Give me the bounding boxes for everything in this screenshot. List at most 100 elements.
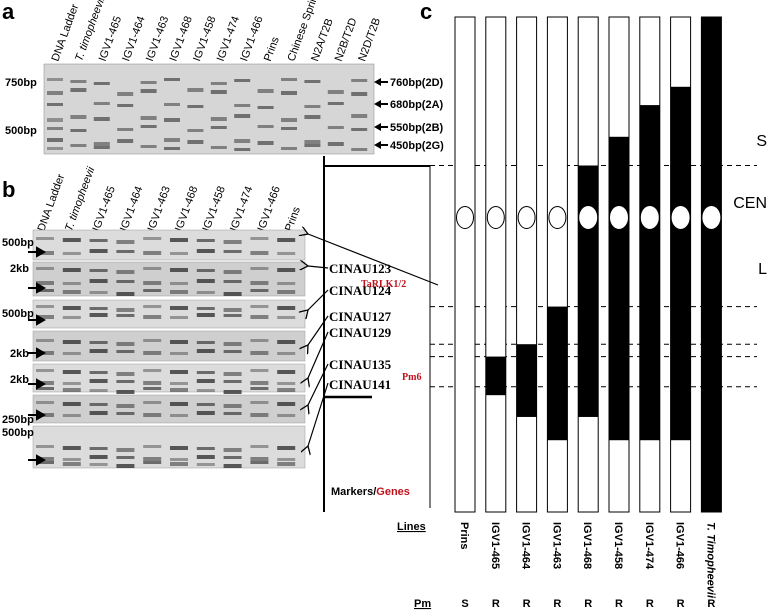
line-label-igv1-464: IGV1-464 (520, 522, 532, 570)
gel-b-band (143, 401, 162, 404)
gel-b-band (116, 250, 135, 253)
pm-value-igv1-474: R (646, 598, 654, 610)
gel-b-band (143, 351, 162, 355)
gel-b-band (250, 457, 269, 461)
gel-b-band (116, 404, 135, 408)
gel-b-band (277, 238, 296, 242)
gel-a-band (327, 142, 344, 146)
centromere-igv1-474 (640, 205, 659, 229)
lane-label-b-igv1-474: IGV1-474 (228, 185, 255, 233)
gel-b-band (277, 290, 296, 294)
gel-b-band (89, 313, 108, 317)
panel-letter-c: c (420, 0, 432, 24)
pm-value-igv1-465: R (492, 598, 500, 610)
size-marker-b-2kb-3: 2kb (10, 374, 29, 386)
gel-b-band (223, 412, 242, 415)
gel-a-band (351, 92, 368, 96)
gel-b-band (143, 251, 162, 255)
gel-b-band (223, 464, 242, 468)
line-label-igv1-465: IGV1-465 (489, 522, 501, 569)
gel-b-strip (32, 299, 306, 329)
gel-b-band (116, 314, 135, 317)
gel-b-band (116, 380, 135, 383)
gel-b-band (277, 306, 296, 310)
introgression-segment-igv1-464 (516, 344, 537, 417)
gel-b-band (170, 252, 188, 255)
gel-a-band (117, 92, 134, 96)
gel-b-band (196, 389, 215, 392)
gel-a-band (140, 116, 157, 120)
gel-b-band (62, 458, 81, 461)
gel-b-band (116, 342, 135, 346)
gel-b-band (143, 457, 162, 461)
lane-label-b-igv1-468: IGV1-468 (173, 185, 200, 233)
panel-letter-b: b (2, 177, 15, 202)
panel-letter-a: a (2, 0, 15, 24)
gel-b-band (62, 282, 81, 285)
gel-b-band (36, 289, 54, 292)
gel-b-band (223, 314, 242, 317)
gel-b-band (116, 280, 135, 283)
gene-tarlk1-2: TaRLK1/2 (361, 279, 406, 290)
gel-b-band (62, 402, 81, 406)
gel-a-band (210, 90, 227, 94)
gel-a-band (304, 115, 321, 119)
gel-b-band (170, 388, 188, 392)
line-label-igv1-466: IGV1-466 (674, 522, 686, 569)
gel-a-band (187, 88, 204, 92)
gel-a-band (351, 114, 368, 118)
lane-label-a-igv1-463: IGV1-463 (144, 15, 171, 63)
band-arrow-b (28, 409, 47, 421)
centromere-igv1-468 (579, 205, 598, 229)
gel-a-band (164, 103, 180, 106)
gel-b-band (250, 387, 269, 390)
chromosome-igv1-464 (516, 16, 538, 513)
gel-b-band (277, 352, 296, 355)
gel-b-band (250, 339, 269, 342)
gel-b-band (196, 455, 215, 459)
gel-b-band (277, 252, 296, 255)
gel-a-band (257, 141, 274, 145)
gel-b-band (36, 339, 54, 342)
marker-cinau123: CINAU123 (329, 261, 392, 276)
lane-label-b-igv1-466: IGV1-466 (256, 185, 283, 233)
line-labels: Prins IGV1-465 IGV1-464 IGV1-463 IGV1-468 IGV… (458, 522, 716, 599)
gel-a-band (140, 81, 157, 84)
gel-b-band (62, 382, 81, 385)
gel-a-band (327, 126, 344, 129)
size-marker-b-2kb-1: 2kb (10, 263, 29, 275)
gel-b-band (196, 341, 215, 344)
gel-b-band (223, 380, 242, 383)
gel-b-band (196, 411, 215, 415)
lane-label-a-n2b-t2d: N2B/T2D (333, 16, 360, 63)
gel-b-band (89, 371, 108, 374)
gel-a-band (47, 78, 63, 81)
lane-label-a-igv1-468: IGV1-468 (168, 15, 195, 63)
gel-b-band (223, 390, 242, 394)
gel-b-band (250, 281, 269, 285)
legend-markers-label: Markers/Genes (331, 486, 410, 498)
gel-b-band (170, 382, 188, 385)
gel-b-band (170, 290, 188, 294)
gel-b-band (143, 339, 162, 342)
line-label-t-timopheevii: T. Timopheevii (704, 522, 716, 599)
lane-label-a-prins: Prins (262, 35, 282, 63)
gel-a-band (164, 118, 180, 122)
introgression-segment-igv1-468 (578, 165, 599, 417)
gel-a-band (351, 79, 368, 82)
gel-b-band (36, 369, 54, 372)
gel-b-band (196, 463, 215, 466)
gel-b-band (62, 414, 81, 417)
introgression-segment-t-timopheevii (701, 17, 722, 512)
gel-a-band (117, 139, 134, 143)
lines-axis-label: Lines (397, 521, 426, 533)
gel-b-band (116, 390, 135, 394)
panel-c: Prins IGV1-465 IGV1-464 IGV1-463 IGV1-468 IGV… (397, 16, 767, 610)
gene-pm6: Pm6 (402, 372, 421, 383)
centromere-t-timopheevii (702, 205, 721, 229)
gel-b-band (89, 455, 108, 459)
gel-b-band (223, 270, 242, 274)
gel-a-band (70, 115, 87, 119)
gel-a-band (47, 127, 63, 130)
